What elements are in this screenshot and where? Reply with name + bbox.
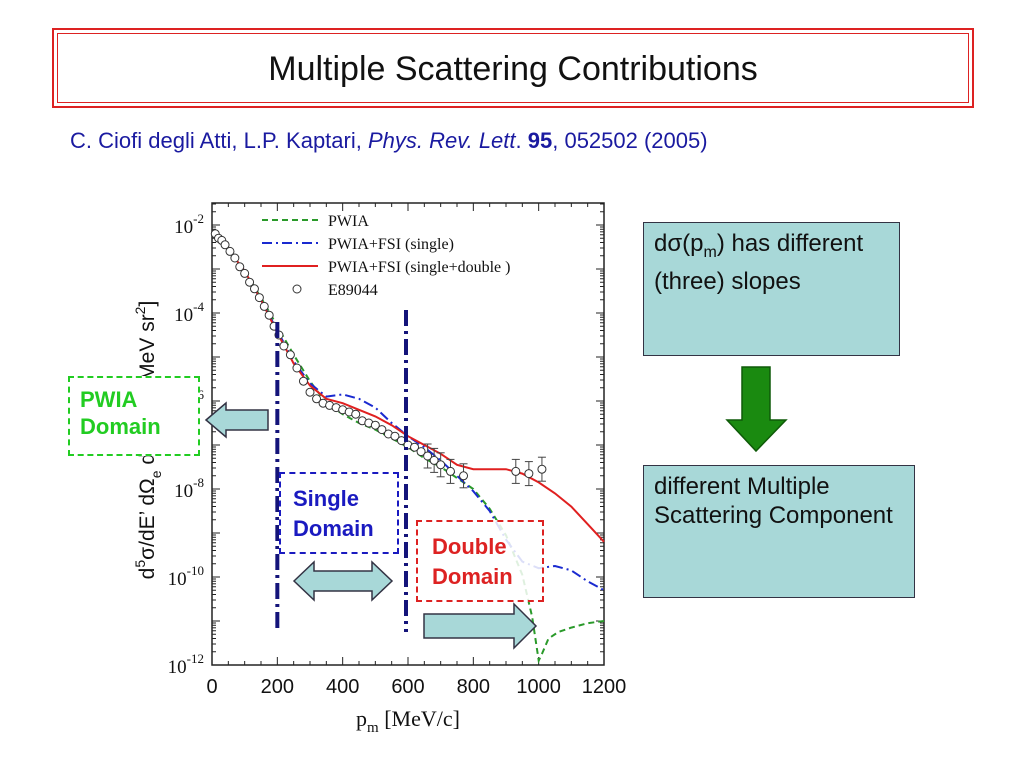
y-tick-label: 10-2: [174, 211, 204, 238]
citation: C. Ciofi degli Atti, L.P. Kaptari, Phys.…: [70, 128, 708, 154]
chart-axes: 02004006008001000120010-210-410-610-810-…: [168, 202, 627, 698]
y-tick-label: 10-4: [174, 299, 204, 326]
citation-rest: , 052502 (2005): [552, 128, 708, 153]
single-domain-box: Single Domain: [279, 472, 399, 554]
citation-journal: Phys. Rev. Lett: [367, 128, 516, 153]
legend-label: PWIA: [328, 213, 369, 230]
data-point: [436, 460, 446, 470]
data-point: [511, 466, 521, 476]
data-point: [264, 310, 274, 320]
data-point: [254, 293, 264, 303]
data-point: [225, 246, 235, 256]
double-domain-box: Double Domain: [416, 520, 544, 602]
legend-label: PWIA+FSI (single): [328, 236, 454, 253]
data-point: [445, 466, 455, 476]
data-point: [423, 451, 433, 461]
data-point: [459, 471, 469, 481]
y-tick-label: 10-12: [168, 651, 204, 678]
data-point: [279, 341, 289, 351]
data-point: [220, 240, 230, 250]
chart-markers: [210, 229, 547, 489]
legend-marker: [292, 284, 302, 294]
citation-authors: C. Ciofi degli Atti, L.P. Kaptari,: [70, 128, 368, 153]
title-frame: Multiple Scattering Contributions: [52, 28, 974, 108]
data-point: [259, 301, 269, 311]
data-point: [240, 268, 250, 278]
data-point: [245, 277, 255, 287]
data-point: [390, 431, 400, 441]
data-point: [351, 409, 361, 419]
pwia-domain-label: PWIA Domain: [80, 387, 161, 439]
data-point: [305, 387, 315, 397]
y-tick-label: 10-10: [168, 563, 204, 590]
data-point: [377, 425, 387, 435]
slopes-text-b: ) has different (three) slopes: [654, 230, 864, 295]
series-line-0: [211, 233, 605, 664]
legend-label: PWIA+FSI (single+double ): [328, 259, 510, 276]
x-tick-label: 1200: [582, 676, 627, 698]
domain-lines: [275, 310, 408, 632]
citation-dot: .: [515, 128, 528, 153]
slopes-subscript: m: [703, 243, 717, 261]
data-point: [298, 376, 308, 386]
x-tick-label: 400: [326, 676, 359, 698]
slopes-info-box: dσ(pm) has different (three) slopes: [643, 222, 900, 356]
data-point: [429, 455, 439, 465]
data-point: [410, 442, 420, 452]
x-tick-label: 600: [391, 676, 424, 698]
pwia-domain-box: PWIA Domain: [68, 376, 200, 456]
x-tick-label: 1000: [516, 676, 561, 698]
data-point: [312, 394, 322, 404]
data-point: [537, 464, 547, 474]
data-point: [416, 447, 426, 457]
data-point: [370, 420, 380, 430]
chart-legend: PWIA PWIA+FSI (single) PWIA+FSI (single+do…: [262, 213, 510, 299]
citation-volume: 95: [527, 128, 553, 153]
double-domain-label: Double Domain: [432, 534, 513, 589]
data-point: [524, 469, 534, 479]
component-text: different Multiple Scattering Component: [654, 473, 893, 529]
data-point: [235, 262, 245, 272]
data-point: [285, 350, 295, 360]
y-tick-label: 10-8: [174, 475, 204, 502]
slopes-text-a: dσ(p: [654, 230, 704, 257]
data-point: [249, 284, 259, 294]
single-domain-label: Single Domain: [293, 486, 374, 541]
x-tick-label: 800: [457, 676, 490, 698]
x-axis-label: pm [MeV/c]: [356, 706, 460, 736]
legend-label: E89044: [328, 282, 378, 299]
data-point: [292, 363, 302, 373]
x-tick-label: 0: [206, 676, 217, 698]
x-tick-label: 200: [261, 676, 294, 698]
component-info-box: different Multiple Scattering Component: [643, 465, 915, 598]
data-point: [230, 253, 240, 263]
